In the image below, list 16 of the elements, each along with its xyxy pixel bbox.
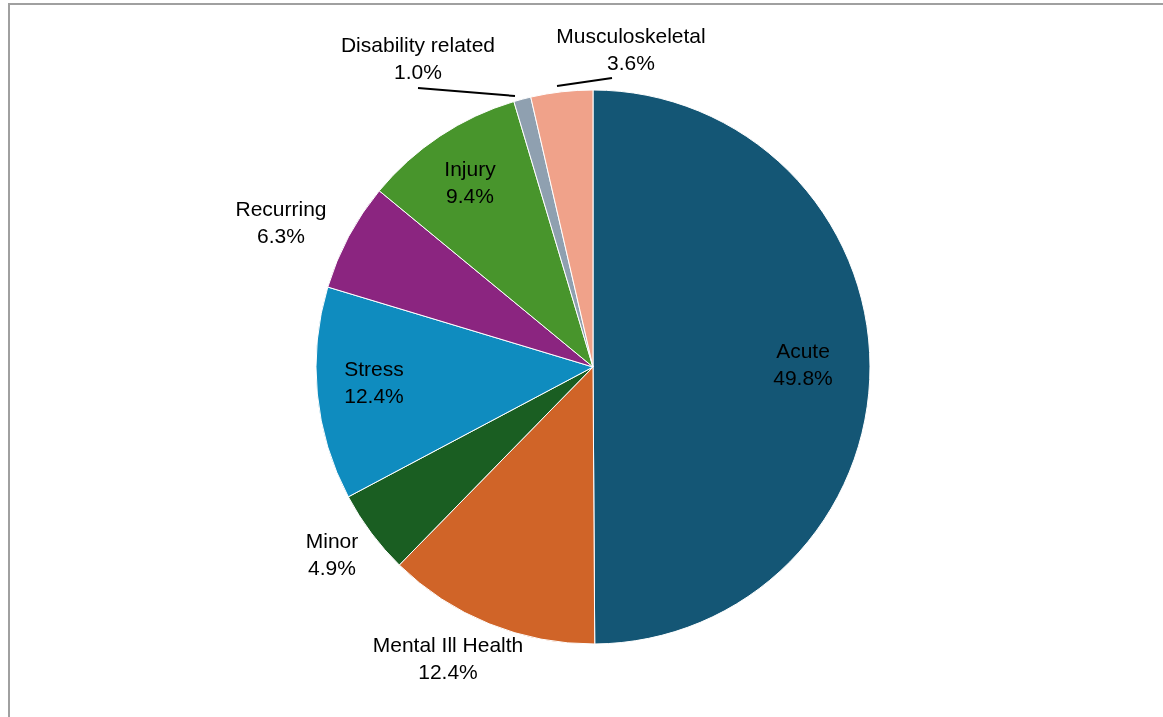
slice-label: Minor — [305, 529, 359, 552]
slice-label: Injury — [444, 157, 497, 180]
data-label: 12.4% — [344, 384, 404, 407]
slice-label: Acute — [776, 339, 830, 362]
data-label: 12.4% — [418, 660, 478, 683]
data-label: 49.8% — [773, 366, 833, 389]
slice-label: Mental Ill Health — [372, 633, 524, 656]
data-label: 9.4% — [446, 184, 494, 207]
slice-label: Musculoskeletal — [556, 24, 706, 47]
data-label: 3.6% — [607, 51, 655, 74]
data-label: 4.9% — [308, 556, 356, 579]
slice-label: Disability related — [340, 33, 496, 56]
data-label: 1.0% — [394, 60, 442, 83]
data-label: 6.3% — [257, 224, 305, 247]
slice-label: Stress — [344, 357, 404, 380]
slice-label: Recurring — [235, 197, 327, 220]
